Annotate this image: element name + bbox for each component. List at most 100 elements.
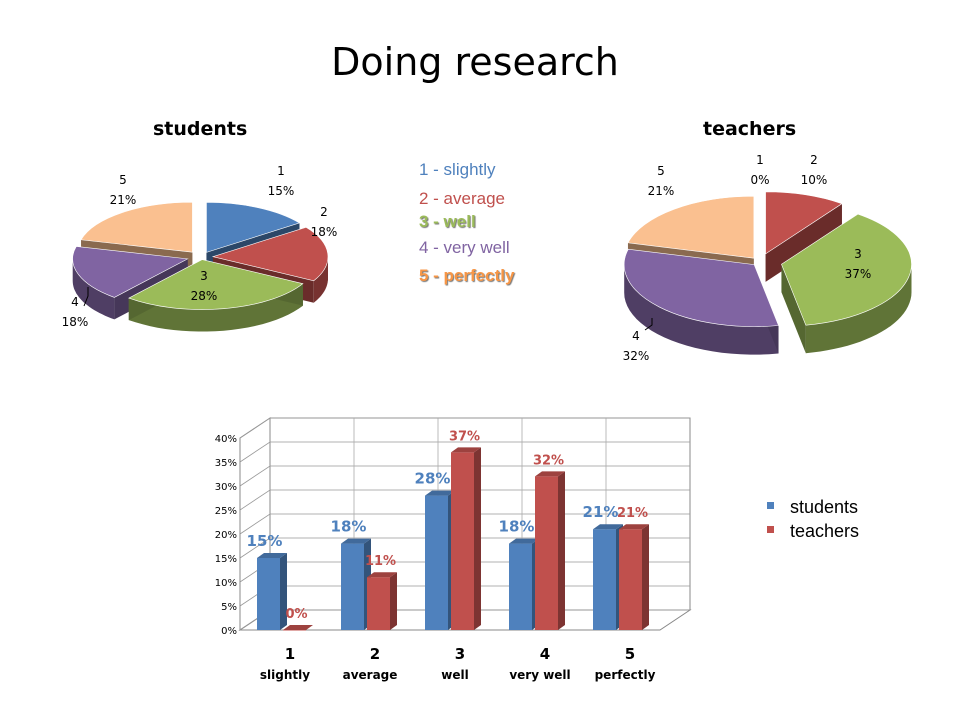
bar-legend-students: students xyxy=(767,497,858,518)
students-value-label-3: 28% xyxy=(415,470,451,488)
teachers-slice-3-cut xyxy=(781,264,806,354)
teachers-label-1-name: 1 xyxy=(756,153,764,167)
students-label-2-name: 2 xyxy=(320,205,328,219)
teachers-value-label-2: 11% xyxy=(365,554,396,569)
category-label-4: 4 xyxy=(540,645,550,663)
gridline xyxy=(239,465,690,487)
teachers-label-2-pct: 10% xyxy=(801,173,828,187)
category-label-1: 1 xyxy=(285,645,295,663)
students-bar-5 xyxy=(593,529,616,630)
students-bar-2-top xyxy=(341,538,371,544)
students-leader-4 xyxy=(83,287,89,307)
students-slice-2-side xyxy=(313,256,328,303)
students-label-3-pct: 28% xyxy=(191,289,218,303)
gridline xyxy=(239,441,690,463)
y-tick-label: 25% xyxy=(215,506,237,517)
y-tick-label: 15% xyxy=(215,554,237,565)
teachers-swatch xyxy=(767,525,774,533)
category-label-3: 3 xyxy=(455,645,465,663)
teachers-bar-4-top xyxy=(535,471,565,477)
teachers-slice-4-side xyxy=(624,264,779,355)
category-label-5: 5 xyxy=(625,645,635,663)
category-sublabel-2: average xyxy=(343,668,398,682)
teachers-pie: 10%210%337%432%521% xyxy=(623,153,912,363)
teachers-slice-4 xyxy=(623,248,779,327)
y-tick-label: 30% xyxy=(215,482,237,493)
teachers-bar-2-top xyxy=(367,572,397,578)
y-tick-label: 35% xyxy=(215,458,237,469)
students-swatch xyxy=(767,501,774,509)
teachers-label-4-pct: 32% xyxy=(623,349,650,363)
teachers-label-1-pct: 0% xyxy=(750,173,769,187)
students-slice-3-side xyxy=(128,283,303,332)
teachers-slice-5 xyxy=(627,195,755,259)
students-bar-3-top xyxy=(425,490,455,496)
teachers-bar-4-side xyxy=(558,471,565,630)
teachers-bar-5-side xyxy=(642,524,649,630)
slide-title: Doing research xyxy=(331,40,619,84)
teachers-label-4-name: 4 xyxy=(632,329,640,343)
teachers-label-3-name: 3 xyxy=(854,247,862,261)
teachers-bar-5-top xyxy=(619,524,649,530)
students-label-4-pct: 18% xyxy=(62,315,89,329)
students-slice-5 xyxy=(80,201,193,253)
teachers-label-5-name: 5 xyxy=(657,164,665,178)
students-label-1-pct: 15% xyxy=(268,184,295,198)
students-label-5-pct: 21% xyxy=(110,193,137,207)
students-value-label-4: 18% xyxy=(499,518,535,536)
students-bar-5-top xyxy=(593,524,623,530)
teachers-leader-4 xyxy=(644,318,653,331)
students-value-label-1: 15% xyxy=(247,532,283,550)
y-tick-label: 5% xyxy=(221,602,237,613)
teachers-bar-1 xyxy=(283,630,306,631)
teachers-value-label-1: 0% xyxy=(285,607,307,622)
students-label-4-name: 4 xyxy=(71,295,79,309)
category-sublabel-5: perfectly xyxy=(595,668,656,682)
students-label-5-name: 5 xyxy=(119,173,127,187)
legend-key-2: 2 - average xyxy=(419,189,505,208)
bar-legend-teachers: teachers xyxy=(767,521,859,542)
students-bar-4 xyxy=(509,543,532,630)
category-sublabel-4: very well xyxy=(509,668,570,682)
teachers-slice-3-side xyxy=(805,264,912,354)
teachers-bar-2-side xyxy=(390,572,397,630)
students-label-3-name: 3 xyxy=(200,269,208,283)
students-slice-2 xyxy=(211,226,329,282)
students-slice-1 xyxy=(206,202,301,253)
teachers-slice-3 xyxy=(781,213,912,326)
category-label-2: 2 xyxy=(370,645,380,663)
teachers-bar-5 xyxy=(619,529,642,630)
students-bar-2 xyxy=(341,543,364,630)
students-slice-4 xyxy=(72,246,189,298)
students-bar-3 xyxy=(425,495,448,630)
students-bar-1 xyxy=(257,558,280,630)
teachers-label-3-pct: 37% xyxy=(845,267,872,281)
y-tick-label: 0% xyxy=(221,626,237,637)
teachers-value-label-5: 21% xyxy=(617,506,648,521)
teachers-bar-2 xyxy=(367,577,390,630)
teachers-bar-4 xyxy=(535,476,558,630)
teachers-label-5-pct: 21% xyxy=(648,184,675,198)
teachers-bar-3 xyxy=(451,452,474,630)
students-slice-4-side xyxy=(72,258,115,320)
students-value-label-2: 18% xyxy=(331,518,367,536)
students-pie: 1 15% 2 18% 3 28% 4 18% 5 21% xyxy=(62,164,337,332)
students-slice-3 xyxy=(128,259,304,310)
bar-legend-students-label: students xyxy=(790,497,859,517)
category-sublabel-1: slightly xyxy=(260,668,310,682)
y-tick-label: 40% xyxy=(215,434,237,445)
teachers-label-2-name: 2 xyxy=(810,153,818,167)
students-label-1-name: 1 xyxy=(277,164,285,178)
students-value-label-5: 21% xyxy=(583,503,619,521)
bar-legend-teachers-label: teachers xyxy=(790,521,860,541)
legend-key-4: 4 - very well xyxy=(419,238,510,257)
gridline xyxy=(239,417,690,439)
teachers-value-label-4: 32% xyxy=(533,453,564,468)
teachers-slice-2 xyxy=(765,191,843,255)
students-bar-4-top xyxy=(509,538,539,544)
legend-key-3: 3 - well xyxy=(419,212,476,231)
teachers-bar-3-top xyxy=(451,447,481,453)
y-tick-label: 20% xyxy=(215,530,237,541)
students-bar-1-top xyxy=(257,553,287,558)
